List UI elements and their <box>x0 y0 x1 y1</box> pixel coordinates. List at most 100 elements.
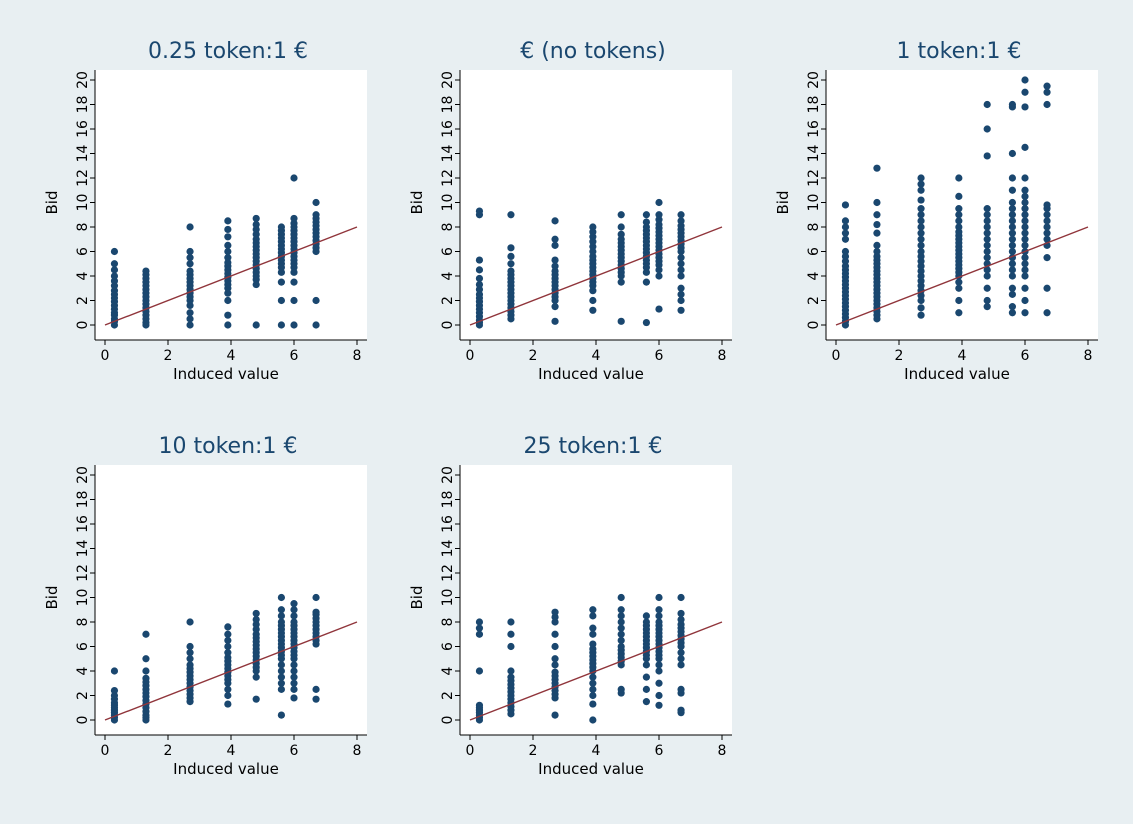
data-point <box>142 655 150 663</box>
data-point <box>110 272 119 280</box>
data-point <box>224 321 232 329</box>
y-tick-label: 16 <box>440 515 456 533</box>
data-point <box>551 317 559 325</box>
data-point <box>983 223 991 231</box>
data-point <box>290 174 298 182</box>
data-point <box>224 241 232 249</box>
data-point <box>955 223 963 231</box>
data-point <box>677 211 685 219</box>
data-point <box>252 220 260 229</box>
data-point <box>224 247 232 256</box>
data-point <box>551 608 559 616</box>
data-point <box>1021 88 1029 96</box>
data-point <box>224 233 232 241</box>
data-point <box>277 223 285 231</box>
data-point <box>551 711 559 719</box>
reference-line <box>469 621 723 721</box>
y-tick-label: 16 <box>806 120 822 138</box>
data-point <box>642 278 651 286</box>
data-point <box>1043 82 1051 90</box>
y-tick-label: 20 <box>75 71 91 89</box>
x-tick-label: 8 <box>353 348 362 364</box>
data-point <box>677 706 685 714</box>
y-tick-label: 12 <box>806 169 822 187</box>
data-point <box>312 593 320 602</box>
data-point <box>677 272 685 280</box>
data-point <box>1008 247 1017 256</box>
x-tick-label: 6 <box>290 348 299 364</box>
y-tick-label: 4 <box>440 271 456 280</box>
data-point <box>642 612 651 620</box>
chart-panel-2: 0 2 4 6 8 10 12 14 16 18 20 Bid 0 2 4 6 8 Induced value € … <box>408 39 732 383</box>
data-point <box>617 593 625 602</box>
data-point <box>917 174 925 182</box>
data-point <box>142 667 150 675</box>
data-point <box>917 311 925 319</box>
data-point <box>1008 217 1017 225</box>
chart-panel-3: 0 2 4 6 8 10 12 14 16 18 20 Bid 0 2 4 6 8 Induced value 1 … <box>774 39 1098 383</box>
data-point <box>841 235 850 243</box>
y-tick-label: 18 <box>75 96 91 114</box>
data-point <box>983 303 991 311</box>
data-point <box>983 241 991 249</box>
data-point <box>312 321 320 329</box>
data-point <box>1008 284 1017 292</box>
data-point <box>589 640 597 648</box>
data-point <box>475 274 484 283</box>
data-point <box>917 217 925 225</box>
data-point <box>589 673 597 681</box>
data-point <box>655 618 663 626</box>
x-tick-label: 0 <box>466 743 475 759</box>
y-axis-label: Bid <box>774 191 792 215</box>
data-point <box>1021 192 1029 200</box>
data-point <box>277 612 285 620</box>
x-axis-label: Induced value <box>904 365 1010 383</box>
data-point <box>589 630 597 638</box>
reference-line <box>835 226 1089 326</box>
chart-panel-4: 0 2 4 6 8 10 12 14 16 18 20 Bid 0 2 4 6 8 Induced value 10… <box>43 434 367 778</box>
data-point <box>1043 229 1051 237</box>
data-point <box>186 267 194 275</box>
data-point <box>277 593 285 602</box>
data-point <box>1021 296 1029 305</box>
chart-title: 1 token:1 € <box>897 39 1022 64</box>
data-point <box>290 278 298 286</box>
y-tick-label: 6 <box>75 642 91 651</box>
data-point <box>917 304 925 312</box>
plot-area <box>95 70 367 340</box>
data-point <box>551 303 559 311</box>
data-point <box>873 247 881 256</box>
data-point <box>655 211 663 219</box>
data-point <box>677 260 685 268</box>
data-point <box>1043 309 1051 317</box>
data-point <box>983 272 991 280</box>
data-point <box>655 305 663 313</box>
data-point <box>841 229 850 237</box>
y-tick-label: 8 <box>75 618 91 627</box>
data-point <box>277 667 285 675</box>
x-tick-label: 8 <box>1084 348 1093 364</box>
data-point <box>1021 284 1029 292</box>
data-point <box>186 642 194 651</box>
data-point <box>142 630 150 638</box>
x-axis-label: Induced value <box>538 760 644 778</box>
data-point <box>312 211 320 219</box>
data-point <box>224 649 232 657</box>
data-point <box>507 260 515 268</box>
data-point <box>1008 303 1017 311</box>
data-point <box>677 655 685 663</box>
data-point <box>551 235 559 243</box>
data-point <box>110 266 119 274</box>
data-point <box>1008 266 1017 274</box>
data-point <box>983 125 991 133</box>
data-point <box>1021 223 1029 231</box>
data-point <box>642 698 651 706</box>
data-point <box>617 223 625 231</box>
data-point <box>224 685 232 693</box>
data-point <box>983 205 991 213</box>
y-tick-label: 10 <box>75 589 91 607</box>
y-tick-label: 20 <box>806 71 822 89</box>
y-tick-label: 18 <box>440 96 456 114</box>
data-point <box>841 223 850 231</box>
